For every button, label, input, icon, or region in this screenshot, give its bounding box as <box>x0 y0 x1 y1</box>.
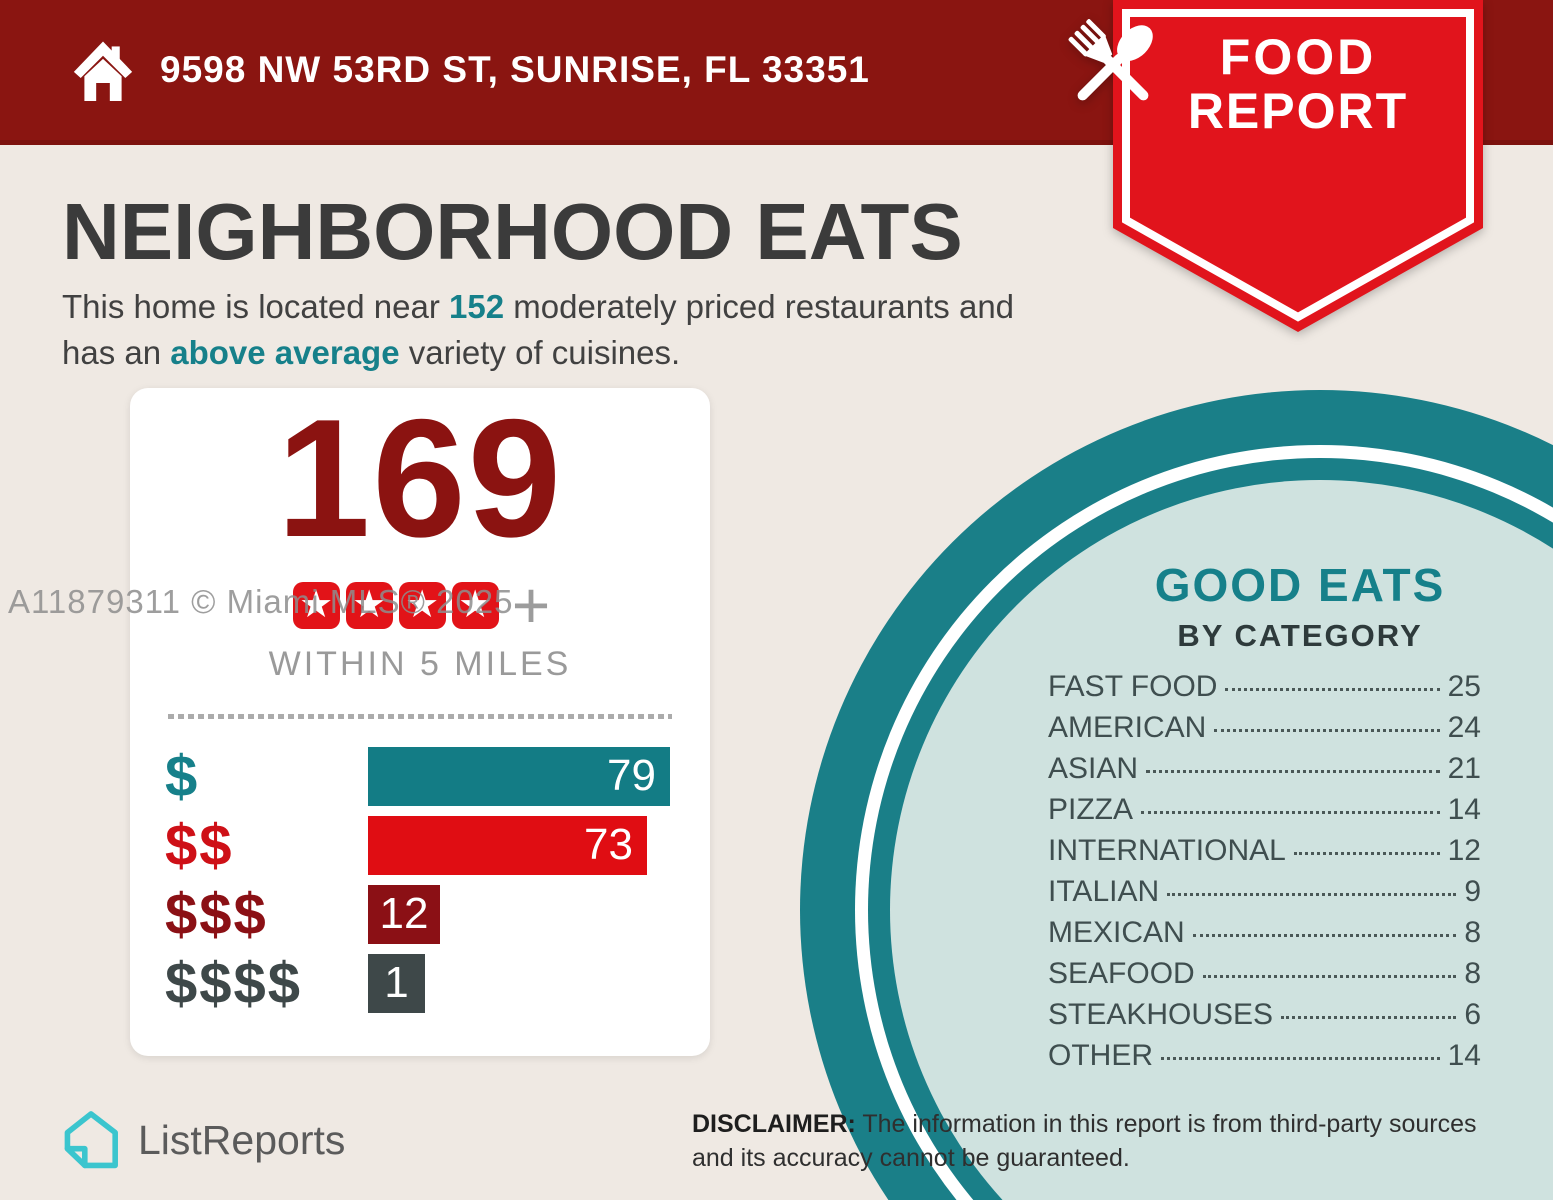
star-icon: ★ <box>292 581 340 629</box>
category-list: FAST FOOD 25 AMERICAN 24 ASIAN 21 PIZZA 14 I… <box>1048 670 1481 1080</box>
good-eats-title: GOOD EATS <box>1154 559 1446 611</box>
price-tier-label: $$$ <box>165 881 268 947</box>
restaurant-summary-card: 169 ★ ★ ★ ★ + WITHIN 5 MILES $ 79 $$ 73 $$$ … <box>130 388 710 1056</box>
star-icon: ★ <box>345 581 393 629</box>
price-tier-label: $ <box>165 743 200 809</box>
home-icon <box>73 41 133 101</box>
bar-value: 1 <box>384 958 409 1008</box>
spoon-fork-icon <box>1068 19 1153 101</box>
bar-row-2-dollar: $$ 73 <box>165 813 710 878</box>
bar-1-dollar: 79 <box>368 746 670 806</box>
bar-value: 79 <box>607 751 656 801</box>
category-row: ASIAN 21 <box>1048 752 1481 785</box>
dotted-leader <box>1225 688 1440 691</box>
good-eats-circle: GOOD EATS BY CATEGORY FAST FOOD 25 AMERIC… <box>800 390 1553 1200</box>
star-icon: ★ <box>398 581 446 629</box>
category-row: OTHER 14 <box>1048 1039 1481 1072</box>
badge-line-food: FOOD <box>1219 29 1377 85</box>
category-row: PIZZA 14 <box>1048 793 1481 826</box>
disclaimer-text: DISCLAIMER: The information in this repo… <box>692 1110 1477 1172</box>
disclaimer-label: DISCLAIMER: <box>692 1110 856 1138</box>
star-icon: ★ <box>451 581 499 629</box>
price-tier-bar-chart: $ 79 $$ 73 $$$ 12 $$$$ 1 <box>130 744 710 1016</box>
star-rating: ★ ★ ★ ★ + <box>130 568 710 643</box>
dotted-leader <box>1214 729 1440 732</box>
badge-text: FOOD REPORT <box>1113 32 1483 136</box>
dotted-leader <box>1202 975 1457 978</box>
ribbon-shape <box>1113 0 1483 332</box>
dashed-divider <box>168 713 672 719</box>
bar-2-dollar: 73 <box>368 815 647 875</box>
badge-line-report: REPORT <box>1187 83 1409 139</box>
intro-line-2: has an above average variety of cuisines… <box>62 333 681 371</box>
radius-caption: WITHIN 5 MILES <box>268 644 572 683</box>
bar-row-1-dollar: $ 79 <box>165 744 710 809</box>
food-report-badge: FOOD REPORT <box>1068 0 1483 334</box>
page-title: NEIGHBORHOOD EATS <box>62 187 963 276</box>
dotted-leader <box>1281 1016 1457 1019</box>
variety-highlight: above average <box>170 333 400 371</box>
dotted-leader <box>1141 811 1440 814</box>
dotted-leader <box>1192 934 1457 937</box>
property-address: 9598 NW 53RD ST, SUNRISE, FL 33351 <box>160 49 870 90</box>
mls-watermark: A11879311 © Miami MLS® 2025 <box>8 583 514 620</box>
category-row: MEXICAN 8 <box>1048 916 1481 949</box>
plus-icon: + <box>511 568 551 643</box>
restaurant-count-highlight: 152 <box>449 288 505 325</box>
bar-value: 12 <box>379 889 429 939</box>
category-row: STEAKHOUSES 6 <box>1048 998 1481 1031</box>
bar-3-dollar: 12 <box>368 884 440 944</box>
bar-4-dollar: 1 <box>368 953 425 1013</box>
category-row: AMERICAN 24 <box>1048 711 1481 744</box>
listreports-house-icon <box>64 1111 118 1169</box>
good-eats-subtitle: BY CATEGORY <box>1177 618 1423 653</box>
category-row: INTERNATIONAL 12 <box>1048 834 1481 867</box>
dotted-leader <box>1293 852 1440 855</box>
dotted-leader <box>1146 770 1440 773</box>
bar-value: 73 <box>584 820 633 870</box>
listreports-logo: ListReports <box>60 1108 345 1172</box>
intro-paragraph: This home is located near 152 moderately… <box>62 284 1014 375</box>
restaurant-count: 169 <box>276 384 564 572</box>
price-tier-label: $$$$ <box>165 950 303 1016</box>
dotted-leader <box>1161 1057 1440 1060</box>
category-row: FAST FOOD 25 <box>1048 670 1481 703</box>
category-row: ITALIAN 9 <box>1048 875 1481 908</box>
brand-name: ListReports <box>138 1116 346 1163</box>
bar-row-4-dollar: $$$$ 1 <box>165 951 710 1016</box>
bar-row-3-dollar: $$$ 12 <box>165 882 710 947</box>
price-tier-label: $$ <box>165 812 234 878</box>
good-eats-heading: GOOD EATS BY CATEGORY <box>950 558 1553 654</box>
category-row: SEAFOOD 8 <box>1048 957 1481 990</box>
intro-line-1: This home is located near 152 moderately… <box>62 288 1015 325</box>
dotted-leader <box>1167 893 1457 896</box>
